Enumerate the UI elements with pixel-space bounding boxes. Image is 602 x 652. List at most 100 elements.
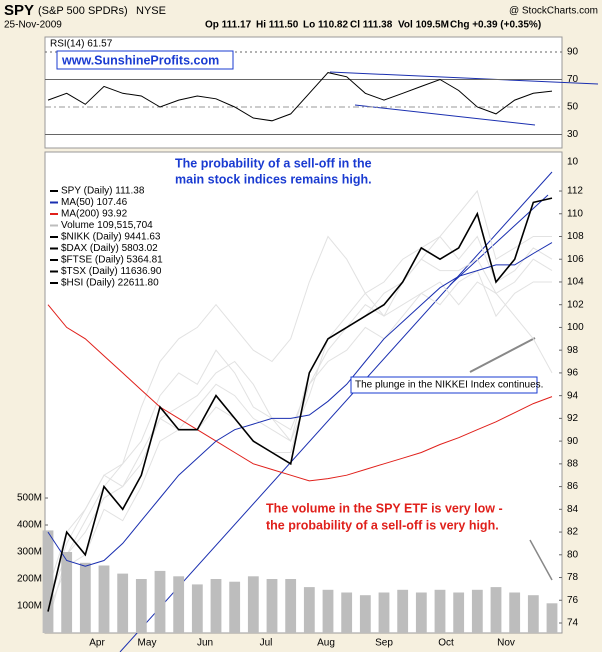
volume-bar xyxy=(229,581,241,633)
volume-bar xyxy=(322,589,334,633)
volume-bar xyxy=(79,562,91,633)
y-tick-label: 102 xyxy=(567,299,584,310)
volume-bar xyxy=(42,530,54,633)
watermark: @ StockCharts.com xyxy=(509,6,598,17)
volume-bar xyxy=(61,552,73,633)
volume-bar xyxy=(154,570,166,633)
volume-bar xyxy=(415,592,427,633)
legend-label: $HSI (Daily) 22611.80 xyxy=(61,278,159,289)
y-tick-label: 106 xyxy=(567,254,584,265)
rsi-line xyxy=(47,72,553,122)
x-tick-label: Apr xyxy=(89,638,105,649)
volume-bar xyxy=(173,576,185,633)
y-tick-label: 88 xyxy=(567,458,579,469)
date: 25-Nov-2009 xyxy=(4,20,62,31)
volume-bar xyxy=(341,592,353,633)
y-tick-label: 74 xyxy=(567,618,579,629)
volume-bar xyxy=(247,576,259,633)
y2-tick-label: 300M xyxy=(17,547,42,558)
legend-label: $TSX (Daily) 11636.90 xyxy=(61,266,162,277)
volume-bar xyxy=(210,579,222,633)
volume-bar xyxy=(471,589,483,633)
volume-bar xyxy=(546,603,558,633)
rsi-tick-label: 90 xyxy=(567,47,579,58)
annotation-box xyxy=(350,376,538,394)
y-tick-label: 108 xyxy=(567,231,584,242)
volume-bar xyxy=(397,589,409,633)
annotation: www.SunshineProfits.com xyxy=(61,53,219,67)
y2-tick-label: 200M xyxy=(17,574,42,585)
y-tick-label: 92 xyxy=(567,413,579,424)
arrow xyxy=(529,539,553,581)
legend-label: $FTSE (Daily) 5364.81 xyxy=(61,255,163,266)
volume-bar xyxy=(266,579,278,633)
x-tick-label: Oct xyxy=(438,638,454,649)
y-tick-label: 112 xyxy=(567,186,583,197)
y2-tick-label: 500M xyxy=(17,493,42,504)
symbol: SPY xyxy=(4,2,34,19)
volume-bar xyxy=(285,579,297,633)
arrow xyxy=(469,337,536,373)
y-tick-label: 104 xyxy=(567,277,584,288)
y-tick-label: 76 xyxy=(567,595,579,606)
volume-bar xyxy=(98,565,110,633)
annotation-box xyxy=(56,50,234,70)
y-tick-label: 98 xyxy=(567,345,579,356)
volume-bar xyxy=(378,592,390,633)
series-line xyxy=(47,269,552,624)
annotation: the probability of a sell-off is very hi… xyxy=(266,518,499,532)
quote-item: Vol 109.5M xyxy=(398,20,449,31)
quote-item: Op 111.17 xyxy=(205,20,252,31)
annotation: The probability of a sell-off in the xyxy=(175,156,372,170)
rsi-trendline xyxy=(329,71,599,85)
series-line xyxy=(47,197,553,612)
y-tick-label: 110 xyxy=(567,208,583,219)
volume-bar xyxy=(303,587,315,633)
trendline xyxy=(119,171,553,652)
volume-bar xyxy=(509,592,521,633)
y-tick-label: 80 xyxy=(567,549,579,560)
y-tick-label: 86 xyxy=(567,481,579,492)
y-tick-label: 82 xyxy=(567,527,579,538)
rsi-title: RSI(14) 61.57 xyxy=(50,39,113,50)
volume-bar xyxy=(117,573,129,633)
symbol-name: (S&P 500 SPDRs) xyxy=(38,5,128,17)
trendline xyxy=(449,194,549,286)
quote-item: Lo 110.82 xyxy=(303,20,348,31)
y-tick-label: 96 xyxy=(567,368,579,379)
legend-label: MA(200) 93.92 xyxy=(61,209,128,220)
volume-bar xyxy=(135,579,147,633)
y-tick-label: 100 xyxy=(567,322,584,333)
rsi-trendline xyxy=(354,104,536,126)
x-tick-label: Nov xyxy=(497,638,515,649)
annotation-box xyxy=(262,500,520,536)
y-tick-label: 84 xyxy=(567,504,579,515)
volume-bar xyxy=(490,587,502,633)
y-tick-label: 90 xyxy=(567,436,579,447)
rsi-tick-label: 10 xyxy=(567,157,579,168)
x-tick-label: Aug xyxy=(317,638,335,649)
legend-label: $NIKK (Daily) 9441.63 xyxy=(61,232,161,243)
quote-item: Hi 111.50 xyxy=(256,20,299,31)
volume-bar xyxy=(359,595,371,633)
x-tick-label: Jul xyxy=(260,638,273,649)
quote-item: Chg +0.39 (+0.35%) xyxy=(450,20,541,31)
volume-bar xyxy=(434,589,446,633)
x-tick-label: Jun xyxy=(197,638,213,649)
x-tick-label: May xyxy=(138,638,157,649)
annotation: The volume in the SPY ETF is very low - xyxy=(266,501,503,515)
annotation: The plunge in the NIKKEI Index continues… xyxy=(355,380,543,391)
volume-bar xyxy=(453,592,465,633)
volume-bar xyxy=(527,595,539,633)
rsi-tick-label: 30 xyxy=(567,129,579,140)
quote-item: Cl 111.38 xyxy=(350,20,393,31)
legend-label: SPY (Daily) 111.38 xyxy=(61,186,145,197)
y-tick-label: 94 xyxy=(567,390,579,401)
series-line xyxy=(47,304,553,482)
legend-label: $DAX (Daily) 5803.02 xyxy=(61,243,158,254)
legend-label: Volume 109,515,704 xyxy=(61,220,153,231)
legend-label: MA(50) 107.46 xyxy=(61,197,128,208)
annotation: main stock indices remains high. xyxy=(175,172,372,186)
rsi-tick-label: 70 xyxy=(567,74,579,85)
